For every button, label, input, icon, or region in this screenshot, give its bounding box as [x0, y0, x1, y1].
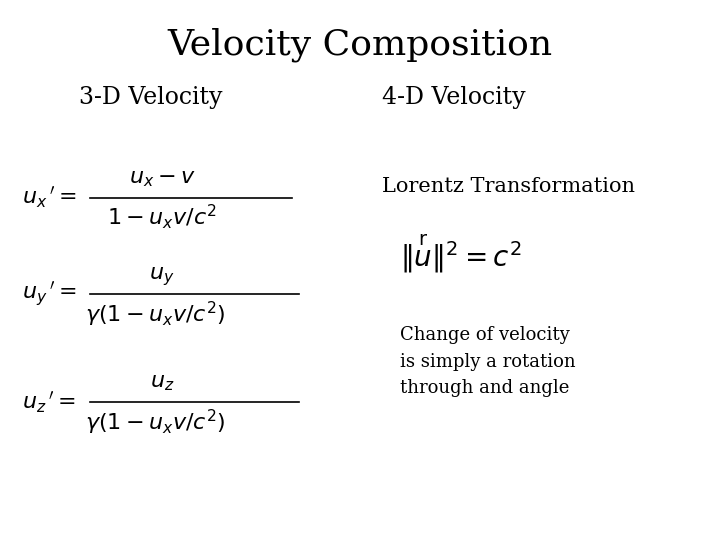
Text: 4-D Velocity: 4-D Velocity [382, 86, 526, 109]
Text: 3-D Velocity: 3-D Velocity [79, 86, 223, 109]
Text: Lorentz Transformation: Lorentz Transformation [382, 177, 634, 196]
Text: $u_y\,'=$: $u_y\,'=$ [22, 280, 77, 308]
Text: $u_y$: $u_y$ [149, 265, 175, 288]
Text: $\|\overset{\mathrm{r}}{u}\|^2 = c^2$: $\|\overset{\mathrm{r}}{u}\|^2 = c^2$ [400, 233, 521, 275]
Text: Change of velocity
is simply a rotation
through and angle: Change of velocity is simply a rotation … [400, 326, 575, 397]
Text: Velocity Composition: Velocity Composition [168, 27, 552, 62]
Text: $u_z\,'=$: $u_z\,'=$ [22, 390, 76, 415]
Text: $u_x - v$: $u_x - v$ [129, 169, 195, 190]
Text: $\gamma(1 - u_x v / c^2)$: $\gamma(1 - u_x v / c^2)$ [85, 300, 225, 329]
Text: $1 - u_x v / c^2$: $1 - u_x v / c^2$ [107, 202, 217, 232]
Text: $u_z$: $u_z$ [150, 373, 174, 394]
Text: $\gamma(1 - u_x v / c^2)$: $\gamma(1 - u_x v / c^2)$ [85, 408, 225, 437]
Text: $u_x\,'=$: $u_x\,'=$ [22, 185, 77, 210]
